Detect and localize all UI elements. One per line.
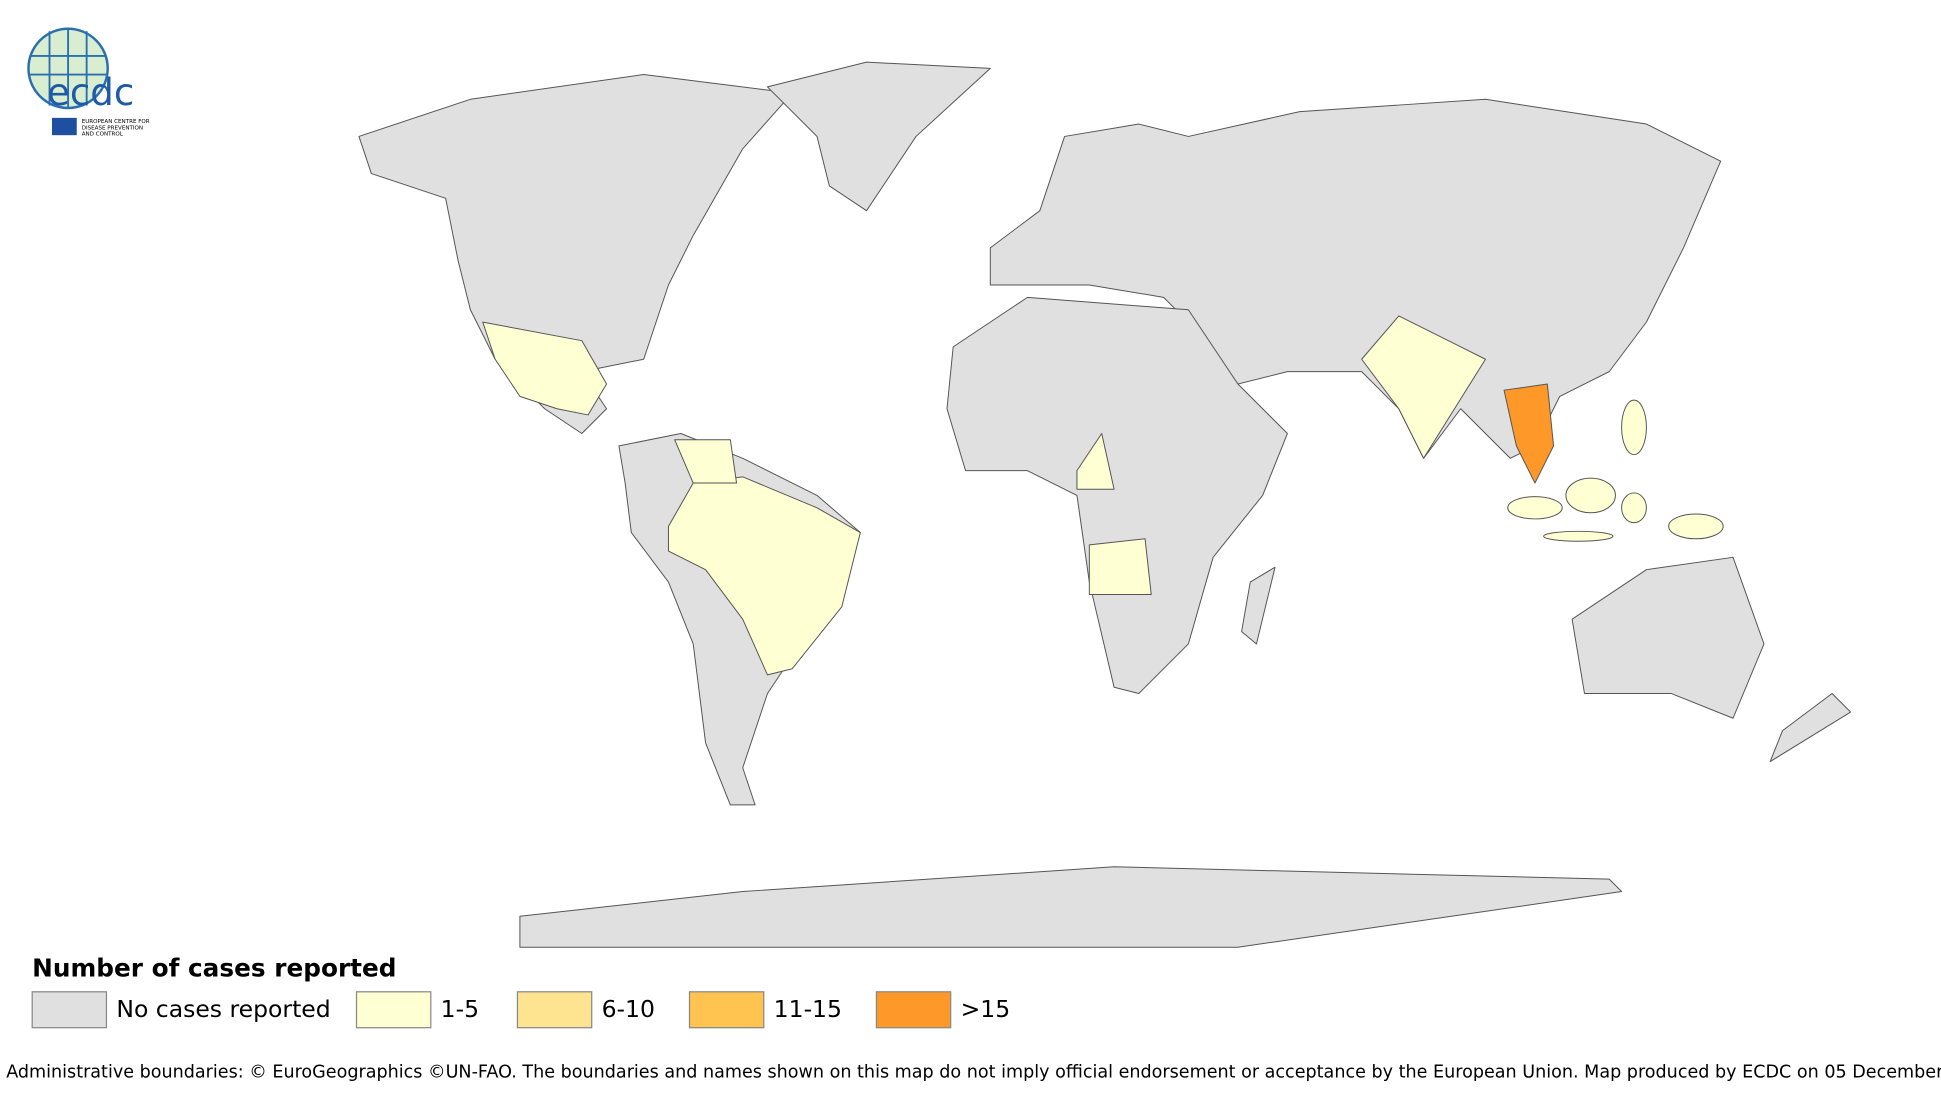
country [1076, 433, 1115, 490]
legend-label: 6-10 [602, 995, 655, 1023]
country [1621, 399, 1647, 456]
country [519, 866, 1623, 948]
legend: No cases reported 1-5 6-10 11-15 >15 [31, 991, 1011, 1029]
legend-swatch [355, 991, 432, 1029]
legend-swatch [875, 991, 952, 1029]
country [1088, 538, 1152, 595]
eu-flag [51, 117, 77, 136]
country [1503, 383, 1555, 484]
legend-title: Number of cases reported [32, 954, 396, 983]
country [1565, 477, 1616, 514]
logo-acronym: ecdc [47, 71, 134, 114]
legend-label: >15 [961, 995, 1011, 1023]
country [1507, 496, 1563, 520]
legend-label: 11-15 [774, 995, 842, 1023]
footer-credit: Administrative boundaries: © EuroGeograp… [6, 1062, 1941, 1082]
country [1769, 692, 1852, 763]
country [1543, 530, 1614, 542]
country [1571, 556, 1765, 719]
legend-label: No cases reported [116, 995, 330, 1023]
country [1668, 513, 1724, 540]
country [1361, 315, 1486, 459]
logo-grid [28, 28, 108, 108]
country [1241, 566, 1276, 645]
logo: ecdc EUROPEAN CENTRE FOR DISEASE PREVENT… [27, 27, 150, 137]
country [482, 321, 608, 416]
world-map [358, 61, 1852, 948]
logo-text: EUROPEAN CENTRE FOR [82, 119, 150, 125]
country [1621, 492, 1647, 524]
legend-label: 1-5 [441, 995, 479, 1023]
country [674, 439, 738, 484]
legend-swatch [516, 991, 593, 1029]
legend-swatch [31, 991, 108, 1029]
country [946, 296, 1288, 694]
logo-text: DISEASE PREVENTION [82, 125, 143, 131]
country [766, 61, 991, 212]
legend-swatch [688, 991, 765, 1029]
logo-text: AND CONTROL [82, 131, 124, 137]
